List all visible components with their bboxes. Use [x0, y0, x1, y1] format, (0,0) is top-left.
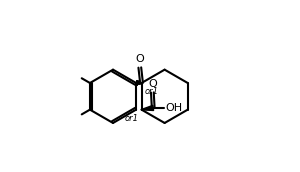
- Text: or1: or1: [145, 87, 159, 96]
- Text: OH: OH: [165, 103, 182, 113]
- Polygon shape: [142, 105, 154, 110]
- Text: or1: or1: [124, 114, 138, 123]
- Text: O: O: [135, 54, 144, 64]
- Text: O: O: [148, 79, 157, 89]
